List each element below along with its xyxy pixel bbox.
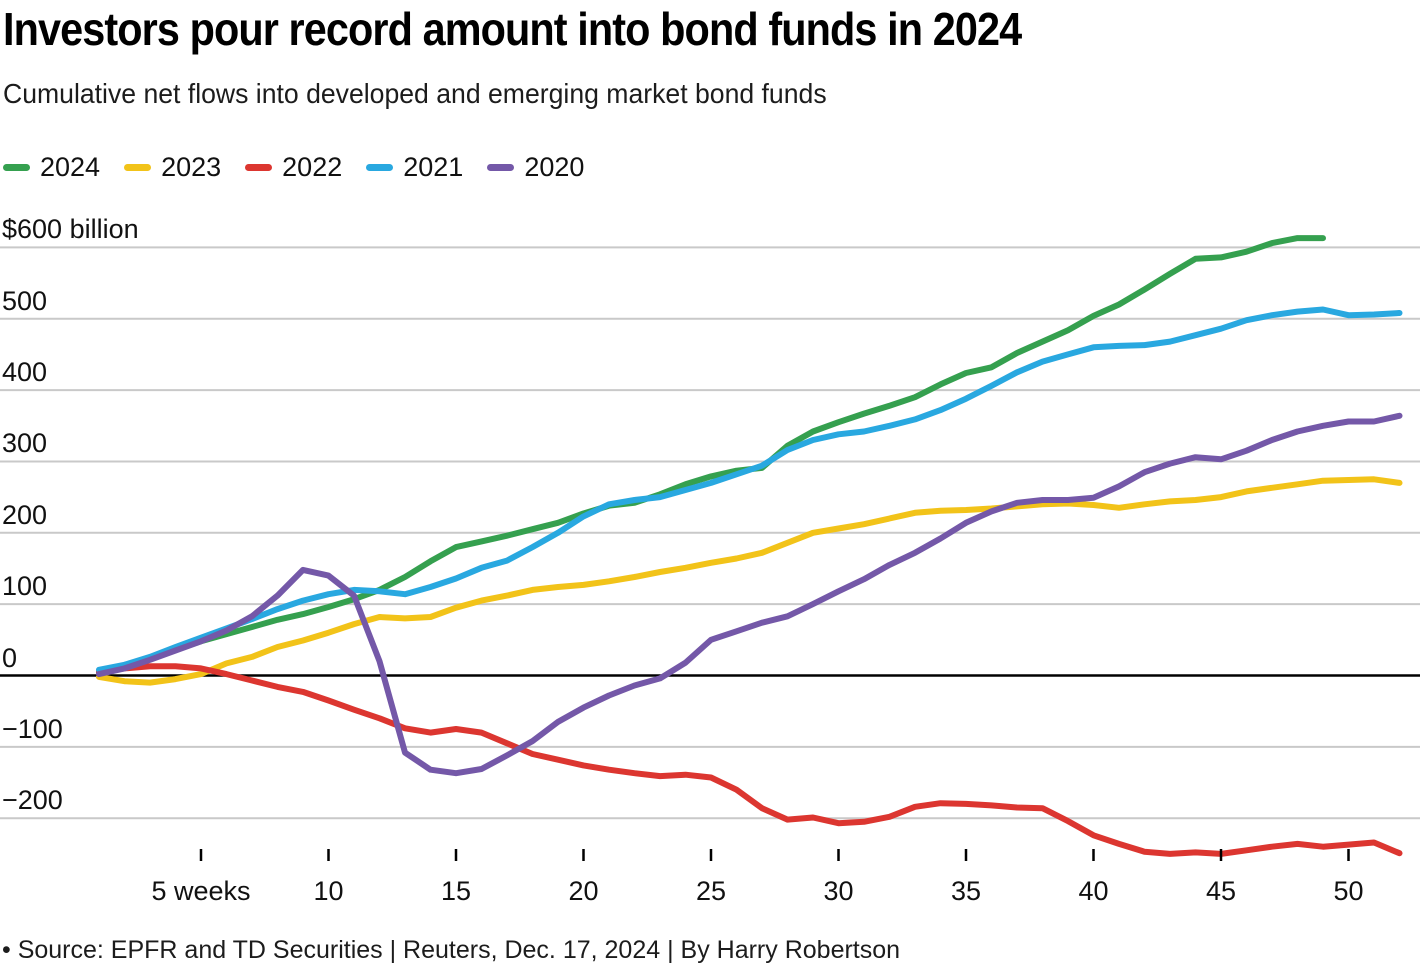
series-line-2024 xyxy=(96,235,1326,675)
legend-label-2021: 2021 xyxy=(403,152,464,182)
x-axis-label-week-20: 20 xyxy=(568,876,599,906)
x-axis-label-week-15: 15 xyxy=(440,876,472,906)
y-axis-label-300: 300 xyxy=(2,428,48,459)
x-axis-label-week-5: 5 weeks xyxy=(151,876,251,906)
legend-item-2021: 2021 xyxy=(366,152,463,183)
legend-item-2020: 2020 xyxy=(487,152,584,183)
y-axis-label-400: 400 xyxy=(2,357,48,388)
legend-label-2023: 2023 xyxy=(161,152,222,182)
legend: 2024 2023 2022 2021 2020 xyxy=(3,152,584,183)
y-axis-label-0: 0 xyxy=(2,642,18,673)
source-note: • Source: EPFR and TD Securities | Reute… xyxy=(2,936,901,964)
legend-swatch-2023 xyxy=(124,164,152,171)
y-axis-label-600: $600 billion xyxy=(2,214,139,245)
y-axis-label-500: 500 xyxy=(2,285,48,316)
legend-item-2023: 2023 xyxy=(124,152,221,183)
x-axis-label-week-35: 35 xyxy=(950,876,982,906)
legend-swatch-2022 xyxy=(245,164,273,171)
x-axis-label-week-45: 45 xyxy=(1205,876,1237,906)
y-axis-label-100: 100 xyxy=(2,571,48,602)
x-axis-label-week-25: 25 xyxy=(695,876,727,906)
chart-title: Investors pour record amount into bond f… xyxy=(3,3,1022,55)
series-line-2022 xyxy=(96,663,1403,857)
series-line-2020 xyxy=(96,412,1403,777)
legend-label-2024: 2024 xyxy=(40,152,101,182)
legend-item-2022: 2022 xyxy=(245,152,342,183)
legend-swatch-2020 xyxy=(487,164,515,171)
series-line-2023 xyxy=(96,476,1403,686)
legend-swatch-2024 xyxy=(3,164,30,171)
x-axis-label-week-40: 40 xyxy=(1078,876,1109,906)
chart-subtitle: Cumulative net flows into developed and … xyxy=(3,78,827,109)
legend-label-2020: 2020 xyxy=(524,152,585,182)
legend-swatch-2021 xyxy=(366,164,394,171)
y-axis-label-200: 200 xyxy=(2,499,48,530)
y-axis-label--200: −200 xyxy=(2,785,63,816)
legend-item-2024: 2024 xyxy=(3,152,100,183)
legend-label-2022: 2022 xyxy=(282,152,343,182)
y-axis-label--100: −100 xyxy=(2,713,63,744)
series-line-2021 xyxy=(96,306,1403,673)
x-axis-label-week-50: 50 xyxy=(1333,876,1364,906)
x-axis-label-week-10: 10 xyxy=(313,876,344,906)
x-axis-label-week-30: 30 xyxy=(823,876,854,906)
